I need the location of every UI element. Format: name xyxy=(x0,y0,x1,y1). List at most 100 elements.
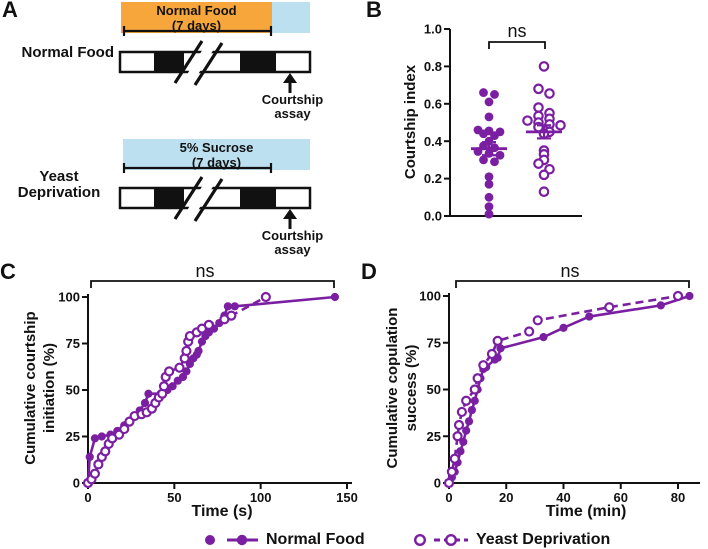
d-data-point-open xyxy=(672,290,684,302)
c-y-tick-label: 0 xyxy=(73,476,80,491)
yeast-deprivation-assay-arrow-head xyxy=(283,209,297,219)
normal-food-break-slash xyxy=(193,42,224,86)
d-data-point-filled xyxy=(656,301,665,310)
normal-food-diet-box: Normal Food (7 days) xyxy=(121,2,272,33)
c-data-point-open xyxy=(164,366,175,377)
d-data-point-open xyxy=(453,419,465,431)
c-data-point-filled xyxy=(223,302,232,311)
b-data-point-filled xyxy=(484,192,494,202)
legend-normal-food-line-dot-icon xyxy=(236,534,248,546)
c-y-axis-title: Cumulative courtship initiation (%) xyxy=(21,288,59,488)
yeast-deprivation-row-label-line2: Deprivation xyxy=(17,184,101,201)
normal-food-break-slash xyxy=(173,40,204,84)
b-y-tick-label: 0.6 xyxy=(424,96,442,111)
b-data-point-open xyxy=(522,115,533,126)
b-data-point-open xyxy=(555,120,566,131)
c-y-tick-label: 50 xyxy=(66,383,80,398)
normal-food-assay-line1: Courtship xyxy=(261,92,324,107)
c-data-point-open xyxy=(181,345,192,357)
d-data-point-open xyxy=(478,360,489,371)
c-data-point-filled xyxy=(182,367,191,376)
panel-c-label: C xyxy=(0,259,16,284)
c-x-tick-label: 0 xyxy=(84,490,91,505)
yeast-deprivation-row-label: Yeast Deprivation xyxy=(4,169,114,201)
d-data-point-filled xyxy=(459,437,468,446)
d-data-point-open xyxy=(532,315,543,326)
d-data-point-filled xyxy=(585,312,594,321)
d-data-point-open xyxy=(452,431,463,442)
d-data-point-open xyxy=(492,335,503,346)
b-data-point-open xyxy=(538,61,550,72)
d-y-axis-title-line1: Cumulative copulation xyxy=(384,307,401,469)
b-data-point-filled xyxy=(484,209,494,219)
b-data-point-open xyxy=(533,158,544,169)
yeast-deprivation-diet-box: 5% Sucrose (7 days) xyxy=(123,139,310,170)
d-data-point-open xyxy=(461,395,472,406)
panel-d-label: D xyxy=(361,259,377,284)
normal-food-dark-segment xyxy=(240,52,276,72)
legend-normal-food-label: Normal Food xyxy=(266,531,365,548)
c-y-tick-label: 100 xyxy=(58,290,80,305)
c-y-axis-title-line1: Cumulative courtship xyxy=(22,311,39,465)
c-data-point-filled xyxy=(85,452,94,462)
c-data-point-filled xyxy=(144,389,153,398)
d-data-point-filled xyxy=(685,291,694,301)
b-data-point-filled xyxy=(484,179,494,189)
b-y-tick-label: 0.2 xyxy=(424,171,442,186)
normal-food-assay-label: Courtship assay xyxy=(250,93,335,121)
c-data-point-filled xyxy=(97,432,106,441)
legend-normal-food-dot-icon xyxy=(205,535,215,545)
c-data-point-filled xyxy=(140,398,150,408)
c-ns-label: ns xyxy=(195,261,215,281)
c-data-point-filled xyxy=(90,434,100,443)
d-data-point-open xyxy=(604,302,615,313)
normal-food-row-label: Normal Food xyxy=(21,44,115,61)
c-data-point-open xyxy=(203,319,214,330)
d-y-tick-label: 100 xyxy=(419,289,441,304)
normal-food-assay-line2: assay xyxy=(274,106,311,121)
yeast-deprivation-dark-segment xyxy=(240,188,276,208)
c-y-tick-label: 25 xyxy=(66,429,80,444)
b-y-tick-label: 1.0 xyxy=(424,22,442,37)
c-data-point-filled xyxy=(330,292,340,302)
d-x-tick-label: 60 xyxy=(614,490,628,505)
c-x-tick-label: 150 xyxy=(336,490,358,505)
d-data-point-filled xyxy=(559,323,568,332)
d-y-tick-label: 50 xyxy=(427,382,441,397)
b-y-tick-label: 0.0 xyxy=(424,209,442,224)
b-data-point-filled xyxy=(490,157,499,167)
d-data-point-open xyxy=(449,453,460,464)
normal-food-diet-box-line1: Normal Food xyxy=(156,2,237,18)
d-x-tick-label: 40 xyxy=(556,490,570,505)
c-ns-bracket xyxy=(90,280,335,288)
b-data-point-filled xyxy=(484,172,494,182)
d-data-point-open xyxy=(446,466,457,477)
yeast-deprivation-dark-segment xyxy=(154,188,184,208)
b-data-point-filled xyxy=(484,112,494,122)
yeast-deprivation-diet-box-line2: (7 days) xyxy=(191,154,242,170)
yeast-deprivation-break-gap xyxy=(181,177,219,220)
c-x-tick-label: 50 xyxy=(167,490,181,505)
b-data-point-filled xyxy=(490,90,499,99)
yeast-deprivation-assay-line1: Courtship xyxy=(261,228,324,243)
d-series-line-dashed xyxy=(447,294,679,484)
d-data-point-filled xyxy=(456,447,465,456)
b-data-point-filled xyxy=(490,131,499,140)
d-y-tick-label: 75 xyxy=(427,335,441,350)
d-data-point-filled xyxy=(496,344,505,353)
normal-food-assay-arrow-head xyxy=(283,73,297,83)
d-data-point-open xyxy=(469,384,480,395)
c-data-point-open xyxy=(89,468,101,479)
c-x-tick-label: 100 xyxy=(250,490,272,505)
legend-yeast-deprivation-dot-icon xyxy=(414,534,427,547)
d-data-point-open xyxy=(486,348,498,360)
b-y-tick-label: 0.8 xyxy=(424,59,442,74)
d-series-line-solid xyxy=(447,294,690,484)
b-data-point-open xyxy=(533,102,544,113)
d-ns-label: ns xyxy=(560,261,580,281)
c-data-point-filled xyxy=(230,302,239,311)
yeast-deprivation-break-slash xyxy=(173,176,204,220)
d-data-point-filled xyxy=(467,405,476,415)
